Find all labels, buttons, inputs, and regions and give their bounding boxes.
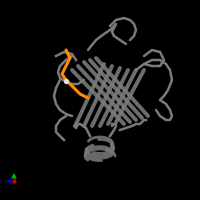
Point [12, 179, 16, 183]
Point [64, 79, 68, 83]
